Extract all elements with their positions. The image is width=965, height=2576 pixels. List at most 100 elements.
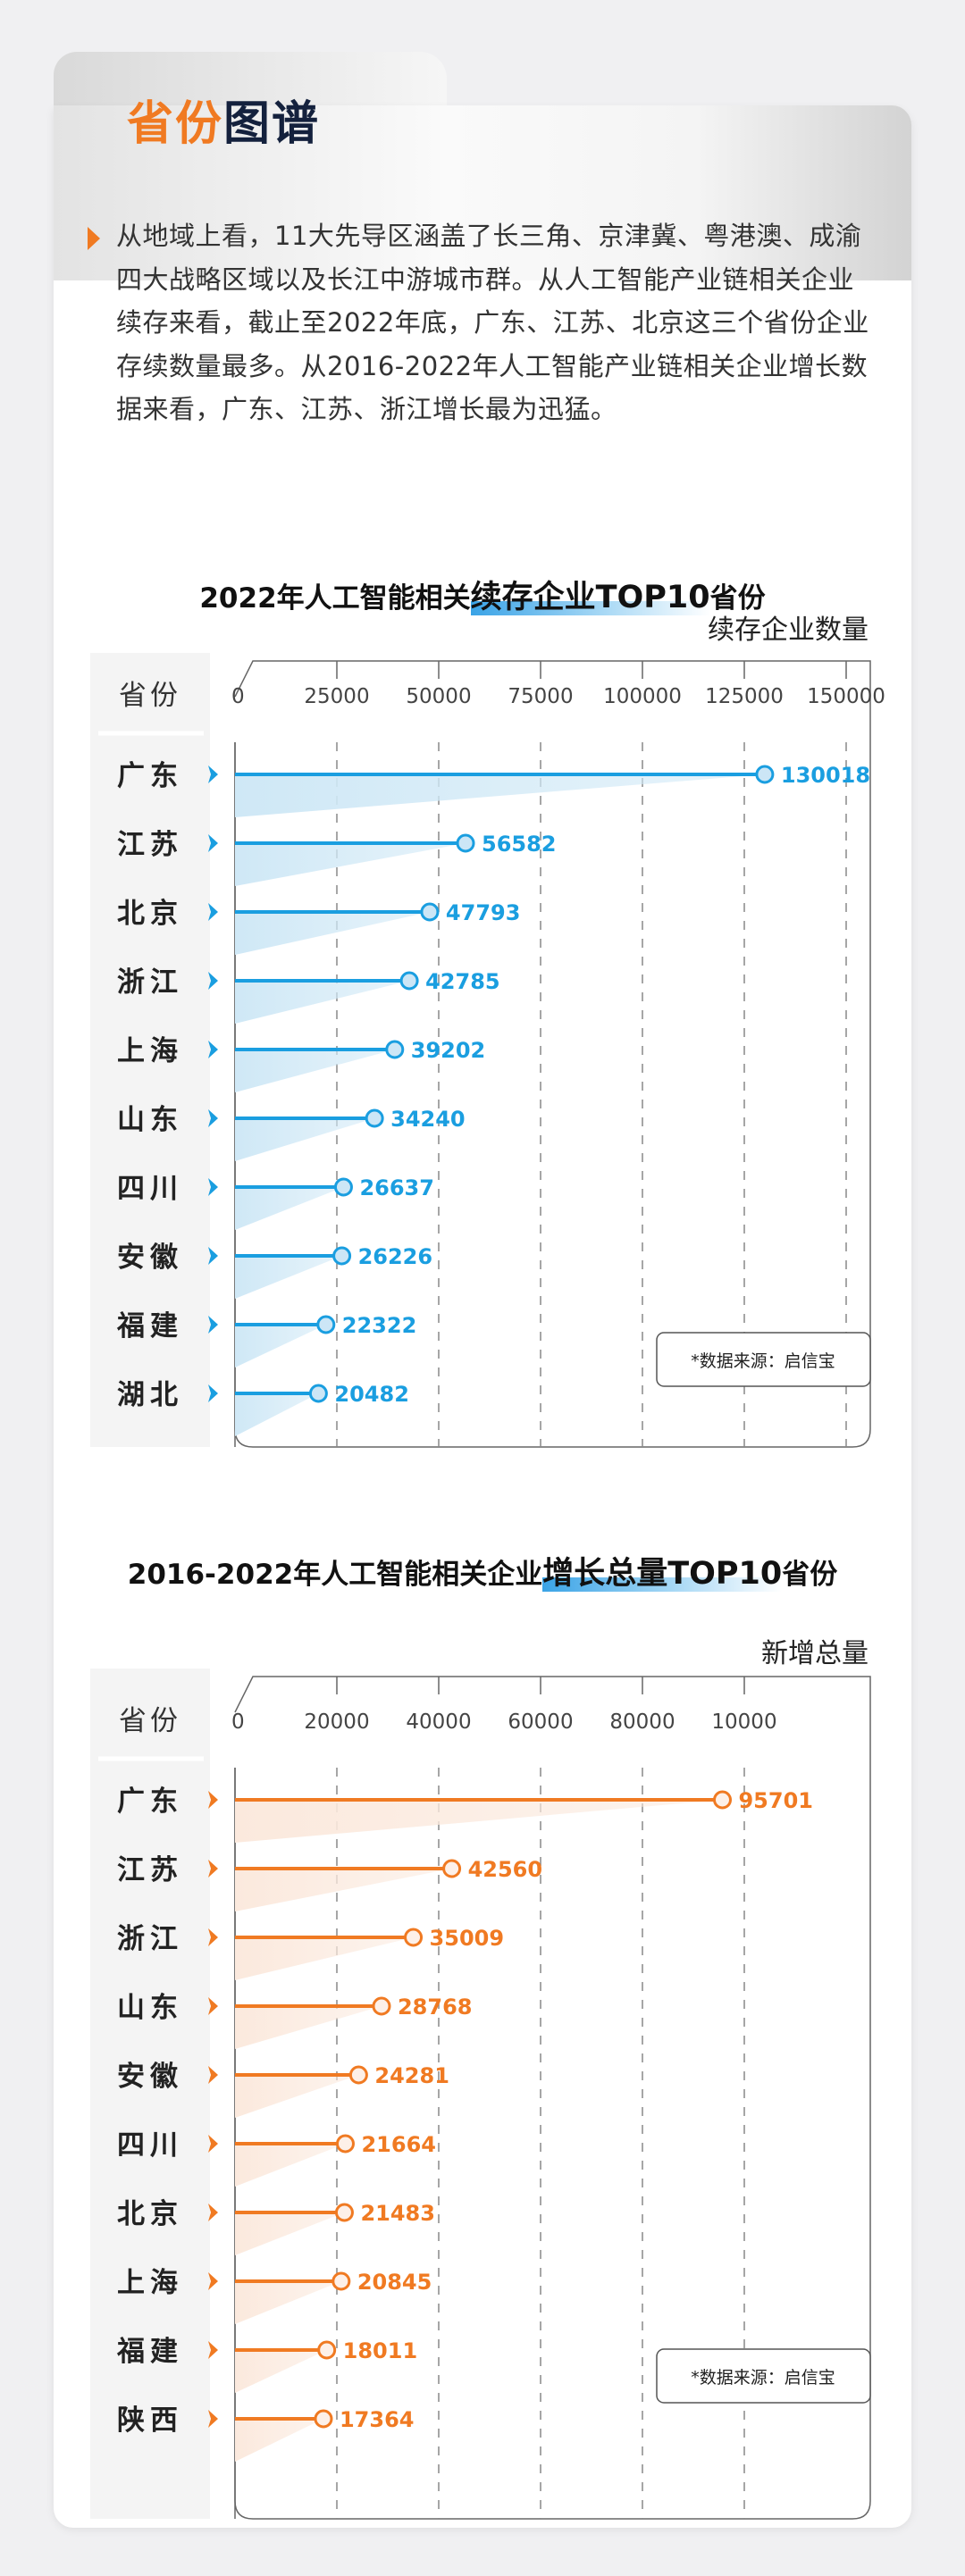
tick-label: 80000 [609, 1710, 675, 1734]
source-box [656, 1332, 871, 1387]
bar-wedge [235, 1050, 395, 1092]
value-label: 95701 [738, 1788, 813, 1813]
bar-dot [317, 2340, 337, 2360]
row-arrow-icon [208, 1860, 218, 1878]
row-arrow-icon [208, 2410, 218, 2428]
category-label: 上海 [117, 1035, 183, 1067]
bar-wedge [235, 2006, 382, 2049]
tick-label: 60000 [508, 1710, 573, 1734]
value-label: 35009 [430, 1926, 504, 1951]
tick-label: 0 [231, 1710, 245, 1734]
category-label: 浙江 [117, 966, 183, 999]
bar-wedge [235, 2419, 323, 2462]
value-label: 21483 [360, 2201, 435, 2226]
chart2-axis-label: 新增总量 [761, 1638, 868, 1669]
category-label: 江苏 [117, 829, 183, 861]
chart2-title: 2016-2022年人工智能相关企业增长总量TOP10省份 [0, 1548, 965, 1593]
chart2-title-prefix: 2016-2022年人工智能相关企业 [127, 1559, 543, 1591]
row-arrow-icon [208, 1384, 218, 1402]
value-label: 42785 [425, 969, 500, 994]
category-label: 陕西 [117, 2405, 183, 2437]
category-label: 四川 [117, 1173, 183, 1205]
bar-dot [420, 902, 440, 922]
tick-label: 10000 [711, 1710, 776, 1734]
row-arrow-icon [208, 1997, 218, 2015]
row-arrow-icon [208, 1109, 218, 1127]
source-box [656, 2348, 871, 2404]
bar-wedge [235, 2144, 346, 2187]
bar-dot [308, 1384, 328, 1403]
chart-svg: 省份 0 20000 40000 60000 80000 10000 *数据来源：启信宝 广东 9… [98, 1676, 871, 2520]
category-label: 广东 [117, 760, 183, 792]
value-label: 18011 [343, 2338, 418, 2363]
bar-wedge [235, 1937, 414, 1980]
category-label: 浙江 [117, 1923, 183, 1955]
value-label: 20482 [334, 1382, 409, 1407]
bar-wedge [235, 1800, 723, 1843]
category-header: 省份 [119, 1705, 181, 1737]
tick-label: 20000 [304, 1710, 369, 1734]
row-arrow-icon [208, 2135, 218, 2153]
chart-frame [234, 1676, 871, 2520]
category-label: 广东 [117, 1786, 183, 1818]
row-arrow-icon [208, 1791, 218, 1809]
header-band [54, 105, 911, 280]
row-arrow-icon [208, 2341, 218, 2359]
source-text: *数据来源：启信宝 [691, 1351, 835, 1371]
bar-wedge [235, 1325, 326, 1367]
value-label: 21664 [361, 2132, 436, 2157]
category-label: 上海 [117, 2267, 183, 2299]
bar-wedge [235, 981, 410, 1024]
tick-label: 150000 [807, 685, 885, 708]
row-arrow-icon [208, 2066, 218, 2084]
tick-label: 50000 [406, 685, 471, 708]
page-title-part2: 图谱 [223, 97, 321, 151]
bar-wedge [235, 2075, 359, 2118]
bar-dot [399, 971, 419, 991]
bar-dot [334, 2203, 354, 2222]
bar-dot [365, 1108, 384, 1128]
bar-dot [404, 1928, 424, 1947]
chart2-title-highlight: 增长总量TOP10 [542, 1556, 783, 1592]
category-label: 江苏 [117, 1854, 183, 1886]
row-arrow-icon [208, 1247, 218, 1265]
bar-wedge [235, 774, 765, 817]
category-label: 安徽 [117, 1242, 183, 1274]
bar-wedge [235, 2350, 327, 2393]
row-arrow-icon [208, 1928, 218, 1946]
bar-dot [314, 2409, 333, 2429]
bar-dot [385, 1040, 405, 1059]
chart1-title: 2022年人工智能相关续存企业TOP10省份 [0, 572, 965, 617]
bar-dot [331, 2271, 351, 2291]
tick-label: 100000 [603, 685, 682, 708]
row-arrow-icon [208, 834, 218, 852]
value-label: 17364 [340, 2407, 415, 2432]
chart1-title-highlight: 续存企业TOP10 [470, 580, 710, 615]
tick-label: 75000 [508, 685, 573, 708]
value-label: 22322 [342, 1313, 417, 1338]
bar-dot [372, 1996, 391, 2016]
bar-wedge [235, 2212, 345, 2255]
bar-dot [333, 1177, 353, 1197]
chart-frame [234, 660, 871, 1448]
value-label: 26226 [358, 1244, 433, 1269]
value-label: 47793 [446, 900, 520, 925]
category-label: 山东 [117, 1104, 183, 1136]
bar-dot [442, 1859, 462, 1878]
category-label: 福建 [116, 1310, 183, 1342]
intro-paragraph: 从地域上看，11大先导区涵盖了长三角、京津冀、粤港澳、成渝四大战略区域以及长江中… [116, 221, 869, 424]
value-label: 34240 [390, 1107, 466, 1132]
bar-wedge [235, 1256, 342, 1299]
bar-wedge [235, 2281, 341, 2324]
chart1-axis-label: 续存企业数量 [708, 615, 868, 646]
bar-dot [335, 2134, 355, 2154]
category-label: 山东 [117, 1992, 183, 2024]
bullet-triangle-icon [88, 227, 100, 250]
bar-dot [332, 1246, 352, 1266]
row-arrow-icon [208, 2204, 218, 2221]
source-text: *数据来源：启信宝 [691, 2368, 835, 2388]
bar-dot [755, 765, 775, 784]
chart1: 省份 0 25000 50000 75000 100000 125000 150000 *数据来… [0, 643, 965, 1465]
chart1-title-prefix: 2022年人工智能相关 [199, 582, 471, 615]
bar-wedge [235, 843, 466, 886]
